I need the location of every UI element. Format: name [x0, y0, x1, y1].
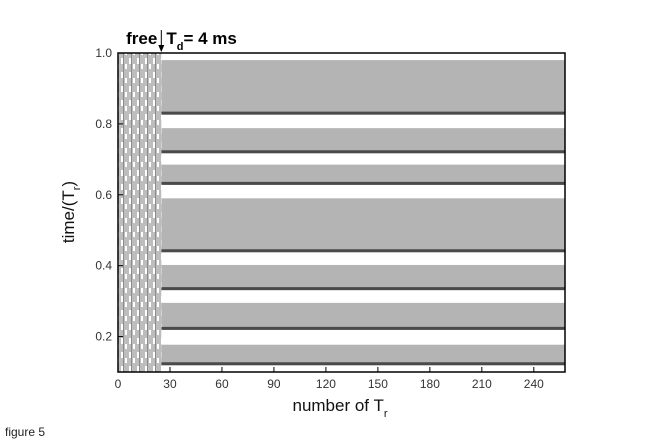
band — [161, 264, 565, 291]
annotation-free: free — [126, 29, 157, 48]
y-label-text: time/(T — [59, 190, 78, 243]
x-tick-label: 90 — [267, 377, 281, 391]
x-tick-label: 120 — [316, 377, 336, 391]
y-axis-label: time/(Tr) — [59, 181, 83, 243]
y-tick-label: 1.0 — [95, 46, 112, 60]
band — [161, 164, 565, 185]
band — [161, 302, 565, 330]
band — [161, 344, 565, 366]
annotation-rest: = 4 ms — [183, 29, 236, 48]
x-label-text: number of T — [292, 396, 383, 415]
plot-frame — [117, 52, 566, 373]
y-tick-label: 0.2 — [95, 330, 112, 344]
y-tick-label: 0.8 — [95, 117, 112, 131]
x-label-sub: r — [384, 408, 388, 420]
band — [161, 60, 565, 115]
y-tick-label: 0.6 — [95, 188, 112, 202]
annotation-sub: d — [177, 41, 184, 53]
y-label-sub: r — [71, 186, 83, 190]
x-axis-label: number of Tr — [292, 396, 387, 420]
x-tick-label: 150 — [368, 377, 388, 391]
x-tick-label: 210 — [472, 377, 492, 391]
x-tick-label: 60 — [215, 377, 229, 391]
annotation-label: Td= 4 ms — [166, 29, 237, 53]
annotation-t: T — [166, 29, 177, 48]
x-tick-label: 30 — [163, 377, 177, 391]
annotation-arrowhead — [158, 45, 165, 52]
y-tick-label: 0.4 — [95, 259, 112, 273]
free-region — [118, 53, 162, 372]
band — [161, 128, 565, 154]
x-tick-label: 240 — [524, 377, 544, 391]
band — [161, 198, 565, 253]
x-tick-label: 0 — [115, 377, 122, 391]
y-label-close: ) — [59, 181, 78, 187]
x-tick-label: 180 — [420, 377, 440, 391]
caption: figure 5 — [5, 425, 45, 439]
